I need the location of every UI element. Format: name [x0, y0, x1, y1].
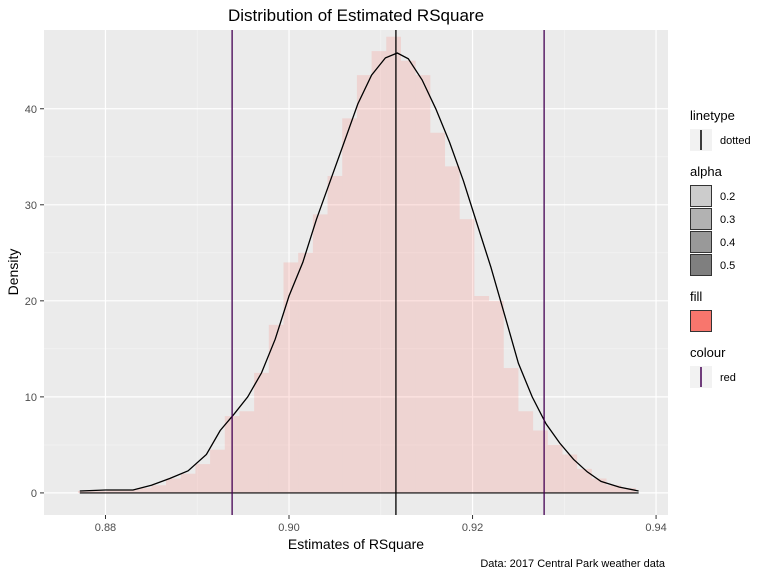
legend-key-swatch: [690, 185, 712, 207]
histogram-bar: [151, 485, 167, 493]
y-axis-title: Density: [5, 249, 21, 296]
y-axis: 0 10 20 30 40: [25, 104, 44, 500]
legend-title: fill: [690, 289, 702, 304]
histogram-bar: [268, 324, 284, 493]
legend-title: alpha: [690, 164, 723, 179]
histogram-bar: [533, 430, 548, 493]
histogram-bar: [210, 449, 225, 493]
legend-title: linetype: [690, 108, 735, 123]
histogram-bar: [415, 75, 431, 493]
histogram-bar: [577, 468, 592, 493]
legend-key-swatch: [690, 254, 712, 276]
legend-key-swatch: [690, 310, 712, 332]
x-tick-label: 0.92: [462, 522, 483, 534]
chart-caption: Data: 2017 Central Park weather data: [480, 558, 666, 570]
legend-title: colour: [690, 345, 726, 360]
y-tick-label: 10: [25, 392, 37, 404]
legend-label: 0.4: [720, 237, 735, 249]
legend: linetype dotted alpha 0.2 0.3 0.4 0.5 fill colou…: [690, 108, 751, 388]
histogram-bar: [621, 488, 636, 493]
grid-major: [44, 30, 668, 515]
histogram-bar: [180, 473, 196, 493]
x-axis: 0.88 0.90 0.92 0.94: [95, 515, 667, 534]
y-tick-label: 0: [31, 488, 37, 500]
y-tick-label: 40: [25, 104, 37, 116]
legend-label: red: [720, 372, 736, 384]
histogram-bar: [342, 118, 357, 493]
histogram-bar: [166, 478, 181, 493]
histogram-bar: [518, 411, 534, 493]
histogram-bars: [77, 36, 636, 493]
legend-label: 0.5: [720, 260, 735, 272]
histogram-bar: [92, 490, 108, 493]
reference-lines: [231, 30, 545, 515]
histogram-bar: [445, 166, 460, 493]
y-tick-label: 20: [25, 296, 37, 308]
histogram-bar: [195, 464, 211, 493]
histogram-bar: [77, 490, 93, 493]
histogram-bar: [430, 132, 446, 493]
legend-label: 0.2: [720, 191, 735, 203]
histogram-bar: [503, 368, 519, 493]
histogram-bar: [562, 454, 578, 493]
legend-label: dotted: [720, 135, 751, 147]
y-tick-label: 30: [25, 200, 37, 212]
histogram-bar: [606, 485, 622, 493]
histogram-bar: [386, 36, 401, 493]
histogram-bar: [327, 175, 343, 493]
histogram-bar: [400, 60, 416, 493]
x-axis-title: Estimates of RSquare: [288, 536, 424, 552]
legend-key-swatch: [690, 231, 712, 253]
histogram-bar: [298, 252, 313, 493]
histogram-bar: [122, 490, 137, 493]
x-tick-label: 0.94: [645, 522, 666, 534]
histogram-bar: [283, 262, 299, 493]
histogram-bar: [312, 214, 328, 493]
histogram-bar: [459, 219, 475, 493]
histogram-bar: [239, 411, 255, 493]
x-tick-label: 0.90: [278, 522, 299, 534]
x-tick-label: 0.88: [95, 522, 116, 534]
chart-title: Distribution of Estimated RSquare: [228, 6, 484, 25]
legend-label: 0.3: [720, 214, 735, 226]
histogram-bar: [356, 75, 372, 493]
histogram-bar: [136, 488, 152, 493]
grid-minor: [44, 30, 668, 515]
histogram-bar: [474, 296, 490, 493]
histogram-bar: [371, 51, 387, 493]
histogram-bar: [107, 490, 122, 493]
legend-key-swatch: [690, 208, 712, 230]
histogram-bar: [489, 300, 504, 493]
histogram-bar: [547, 444, 563, 493]
histogram-bar: [254, 372, 269, 493]
